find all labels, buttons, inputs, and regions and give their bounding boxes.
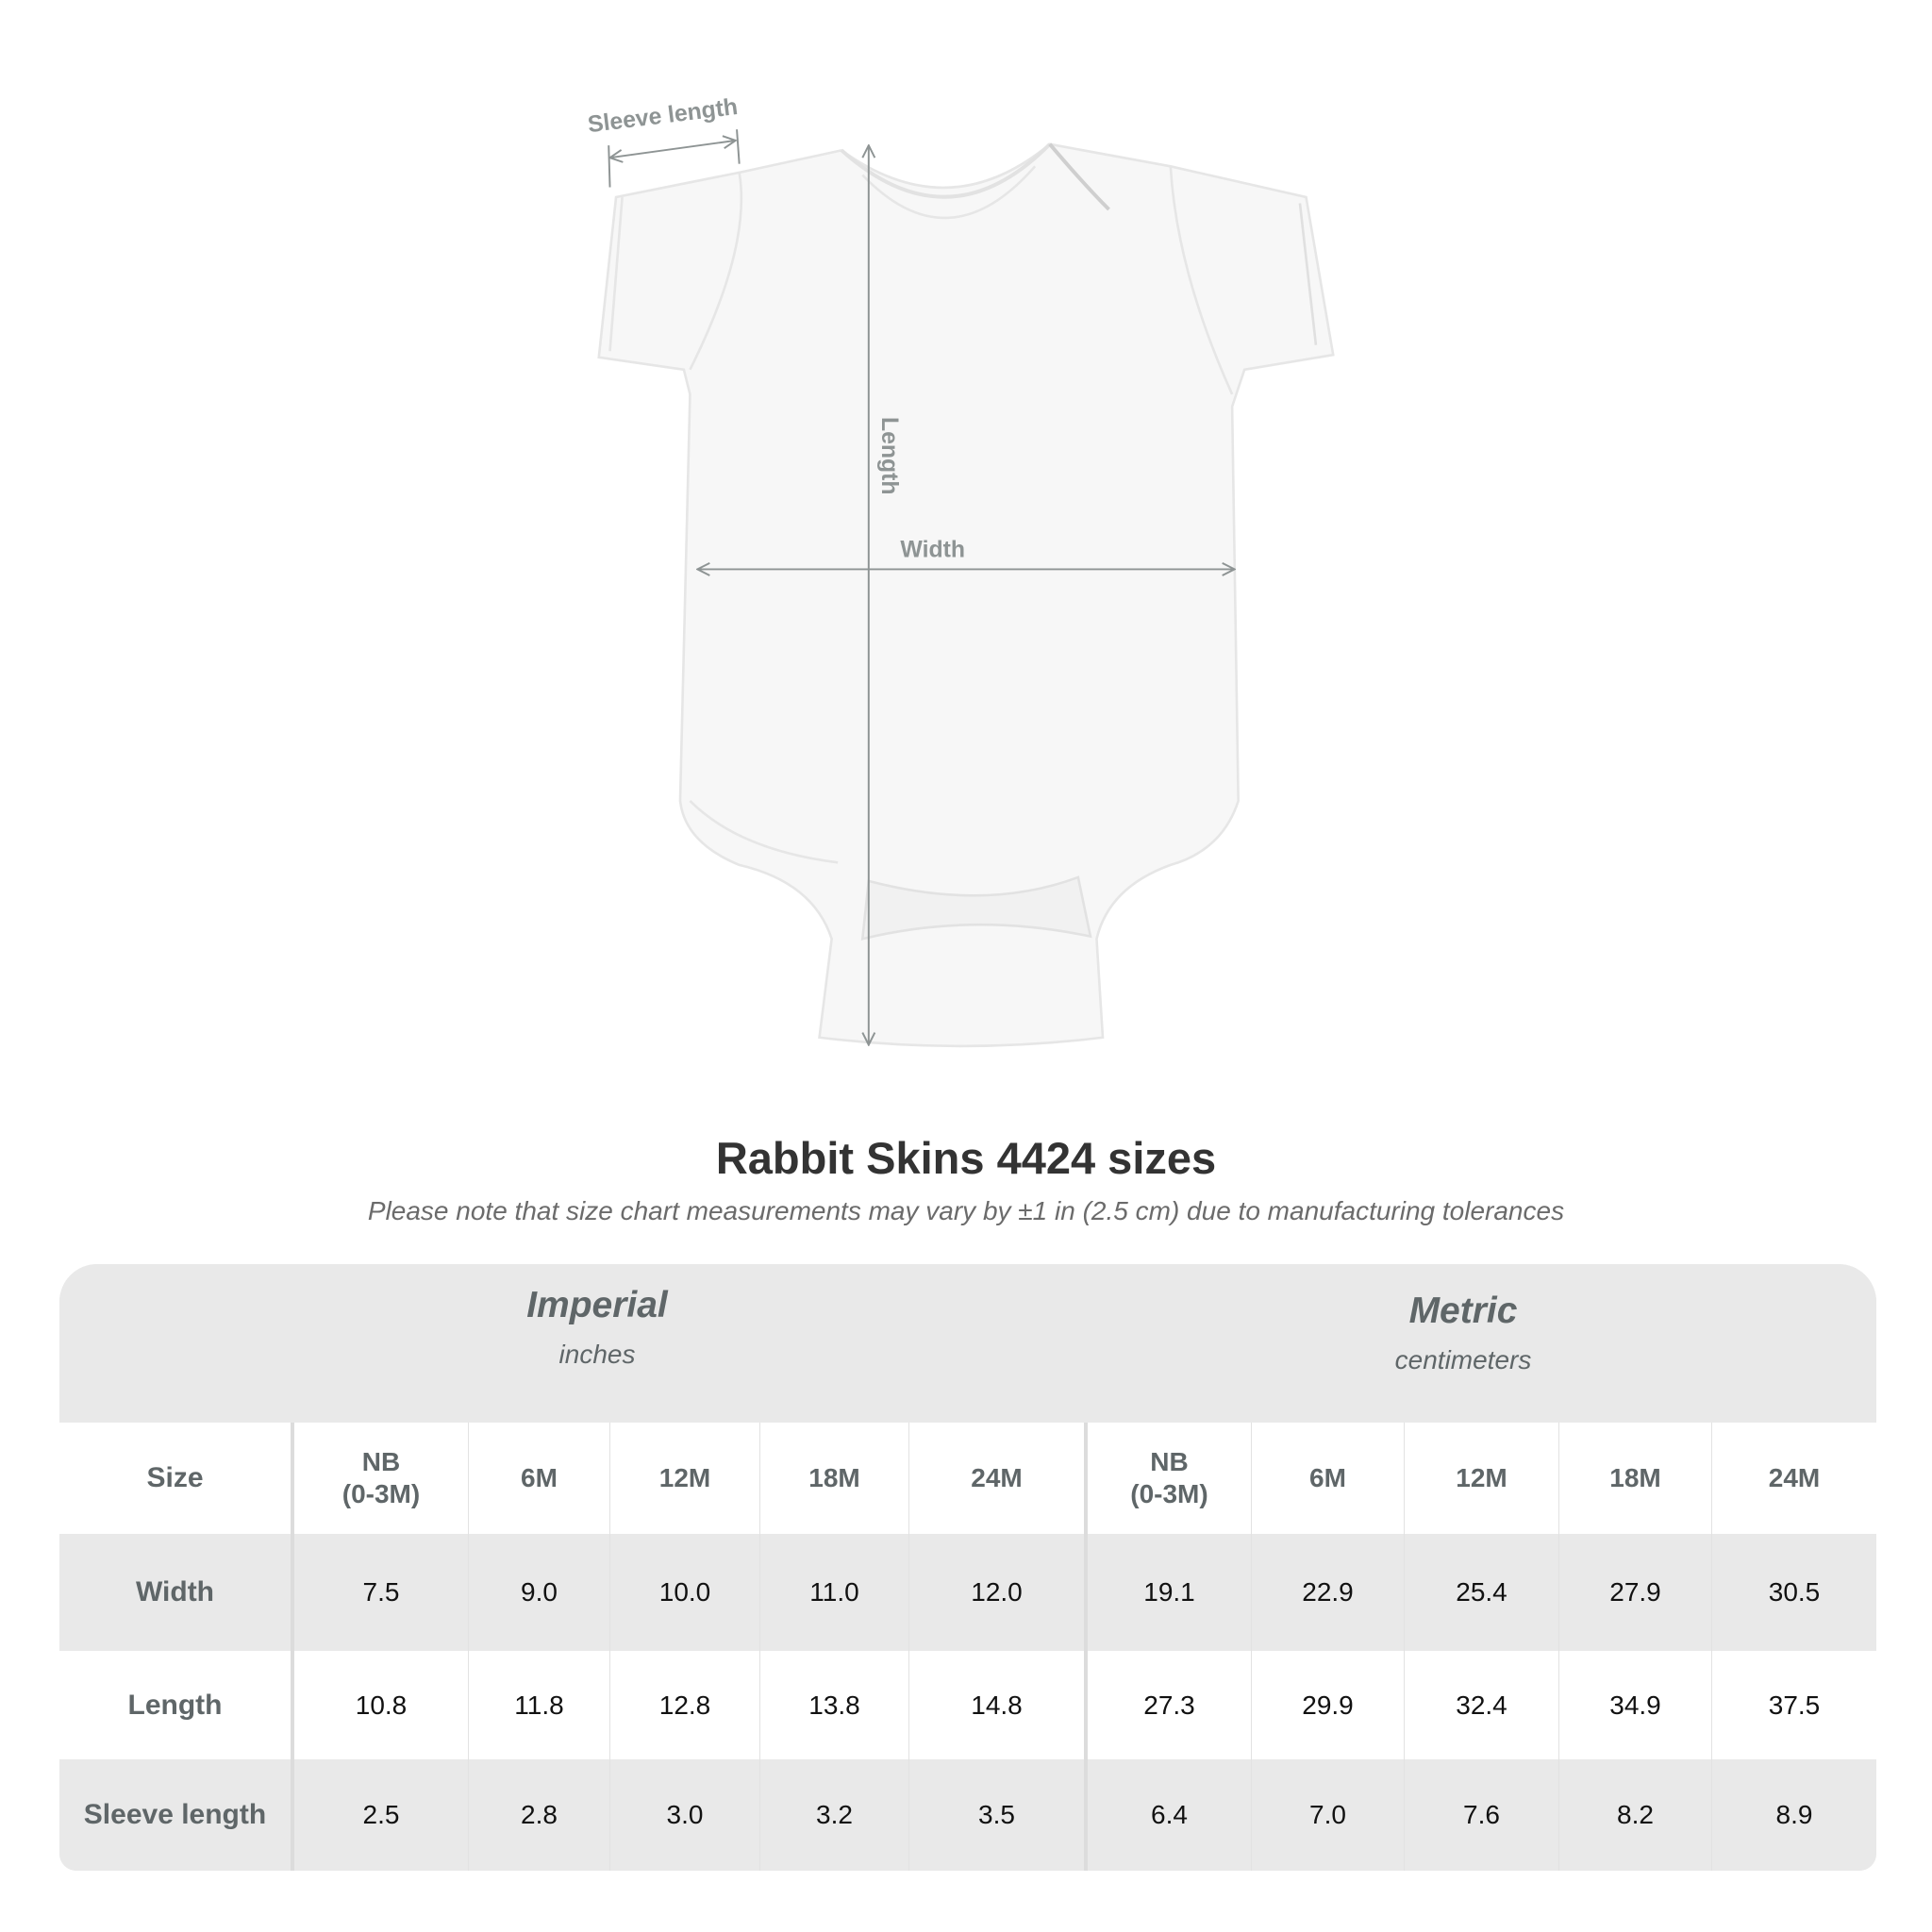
metric-header: Metric centimeters [1180, 1291, 1746, 1375]
metric-value-cell: 27.9 [1558, 1534, 1711, 1651]
metric-title: Metric [1408, 1291, 1518, 1331]
metric-value-cell: 30.5 [1711, 1534, 1876, 1651]
metric-value-cell: 25.4 [1404, 1534, 1558, 1651]
row-label: Width [59, 1534, 291, 1651]
metric-size-header: 12M [1404, 1423, 1558, 1534]
metric-unit: centimeters [1394, 1345, 1532, 1374]
imperial-value-cell: 9.0 [468, 1534, 609, 1651]
imperial-size-header: NB (0-3M) [291, 1423, 468, 1534]
width-label: Width [900, 537, 965, 562]
sleeve-length-label: Sleeve length [587, 94, 740, 138]
imperial-value-cell: 2.8 [468, 1759, 609, 1871]
metric-value-cell: 37.5 [1711, 1651, 1876, 1759]
metric-value-cell: 7.0 [1251, 1759, 1404, 1871]
imperial-value-cell: 2.5 [291, 1759, 468, 1871]
row-label: Sleeve length [59, 1759, 291, 1871]
imperial-value-cell: 13.8 [759, 1651, 908, 1759]
metric-size-header: 18M [1558, 1423, 1711, 1534]
imperial-value-cell: 12.0 [908, 1534, 1084, 1651]
imperial-size-header: 12M [609, 1423, 759, 1534]
metric-value-cell: 19.1 [1084, 1534, 1251, 1651]
imperial-value-cell: 11.8 [468, 1651, 609, 1759]
size-table: Imperial inches Metric centimeters Size N… [59, 1264, 1876, 1871]
row-label: Length [59, 1651, 291, 1759]
metric-value-cell: 32.4 [1404, 1651, 1558, 1759]
imperial-value-cell: 3.0 [609, 1759, 759, 1871]
imperial-value-cell: 3.2 [759, 1759, 908, 1871]
imperial-size-header: 6M [468, 1423, 609, 1534]
sleeve-length-arrow [608, 129, 741, 188]
page-title: Rabbit Skins 4424 sizes [715, 1133, 1217, 1183]
onesie-garment [597, 142, 1335, 1048]
imperial-value-cell: 3.5 [908, 1759, 1084, 1871]
metric-value-cell: 7.6 [1404, 1759, 1558, 1871]
imperial-value-cell: 10.0 [609, 1534, 759, 1651]
imperial-title: Imperial [526, 1285, 668, 1325]
metric-size-header: 24M [1711, 1423, 1876, 1534]
metric-value-cell: 29.9 [1251, 1651, 1404, 1759]
size-grid: Size NB (0-3M) 6M 12M 18M 24M NB (0-3M) 6M 12M 18… [59, 1423, 1876, 1871]
imperial-value-cell: 10.8 [291, 1651, 468, 1759]
imperial-size-header: 24M [908, 1423, 1084, 1534]
imperial-value-cell: 14.8 [908, 1651, 1084, 1759]
unit-system-header: Imperial inches Metric centimeters [59, 1264, 1876, 1423]
tolerance-note: Please note that size chart measurements… [367, 1196, 1565, 1225]
metric-value-cell: 8.9 [1711, 1759, 1876, 1871]
metric-size-header: NB (0-3M) [1084, 1423, 1251, 1534]
imperial-header: Imperial inches [314, 1285, 880, 1370]
imperial-value-cell: 11.0 [759, 1534, 908, 1651]
imperial-unit: inches [558, 1340, 636, 1369]
metric-size-header: 6M [1251, 1423, 1404, 1534]
metric-value-cell: 6.4 [1084, 1759, 1251, 1871]
imperial-value-cell: 7.5 [291, 1534, 468, 1651]
imperial-size-header: 18M [759, 1423, 908, 1534]
metric-value-cell: 8.2 [1558, 1759, 1711, 1871]
metric-value-cell: 22.9 [1251, 1534, 1404, 1651]
imperial-value-cell: 12.8 [609, 1651, 759, 1759]
metric-value-cell: 27.3 [1084, 1651, 1251, 1759]
metric-value-cell: 34.9 [1558, 1651, 1711, 1759]
length-label: Length [876, 417, 902, 495]
size-header-label: Size [59, 1423, 291, 1534]
